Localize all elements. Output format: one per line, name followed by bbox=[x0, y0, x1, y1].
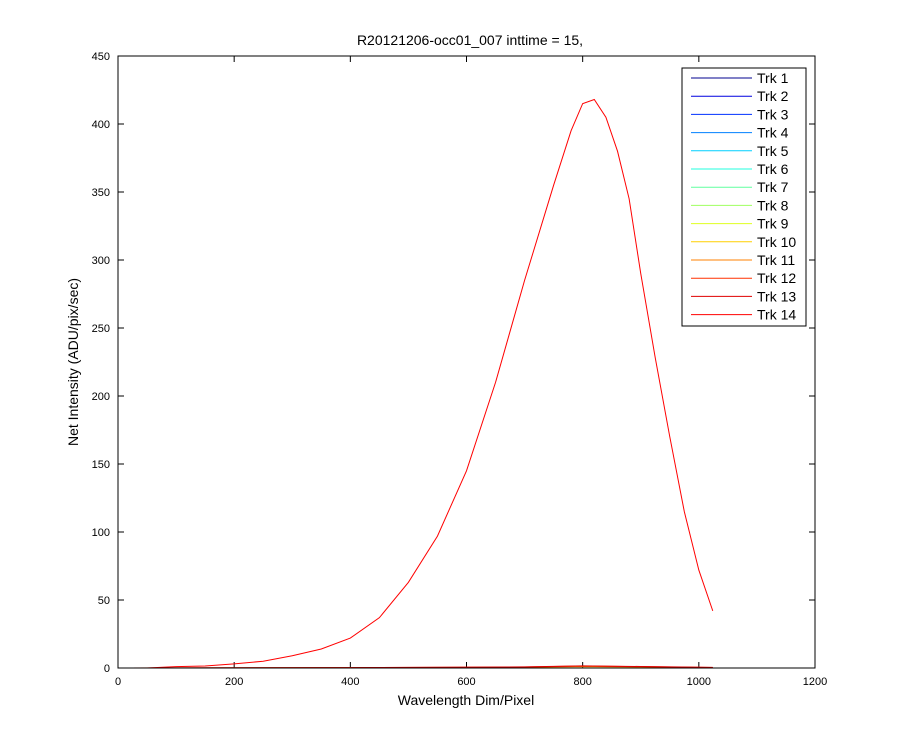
y-tick-label: 350 bbox=[92, 187, 110, 199]
y-tick-label: 250 bbox=[92, 323, 110, 335]
legend-label-trk-12: Trk 12 bbox=[757, 270, 796, 286]
y-tick-label: 450 bbox=[92, 51, 110, 63]
x-tick-label: 1000 bbox=[687, 676, 711, 688]
legend-label-trk-2: Trk 2 bbox=[757, 88, 789, 104]
legend-label-trk-6: Trk 6 bbox=[757, 161, 789, 177]
y-tick-label: 100 bbox=[92, 527, 110, 539]
x-tick-label: 0 bbox=[115, 676, 121, 688]
legend-label-trk-7: Trk 7 bbox=[757, 179, 789, 195]
series-line-trk-14 bbox=[118, 98, 714, 669]
chart-title: R20121206-occ01_007 inttime = 15, bbox=[357, 32, 583, 48]
legend-items: Trk 1 Trk 2 Trk 3 Trk 4 Trk 5 Trk 6 Trk 7 Trk 8… bbox=[691, 70, 796, 323]
y-tick-label: 50 bbox=[98, 595, 110, 607]
x-axis-label: Wavelength Dim/Pixel bbox=[398, 692, 534, 708]
legend-label-trk-14: Trk 14 bbox=[757, 307, 796, 323]
y-tick-label: 0 bbox=[104, 663, 110, 675]
legend-label-trk-5: Trk 5 bbox=[757, 143, 789, 159]
x-tick-label: 800 bbox=[573, 676, 591, 688]
y-axis-ticks: 0 50 100 150 200 250 300 350 400 450 bbox=[92, 51, 815, 675]
legend-label-trk-8: Trk 8 bbox=[757, 197, 789, 213]
y-tick-label: 150 bbox=[92, 459, 110, 471]
legend-label-trk-4: Trk 4 bbox=[757, 125, 789, 141]
x-tick-label: 200 bbox=[225, 676, 243, 688]
legend-label-trk-11: Trk 11 bbox=[757, 252, 795, 268]
legend: Trk 1 Trk 2 Trk 3 Trk 4 Trk 5 Trk 6 Trk 7 Trk 8… bbox=[681, 67, 807, 327]
legend-label-trk-1: Trk 1 bbox=[757, 70, 789, 86]
legend-label-trk-10: Trk 10 bbox=[757, 234, 796, 250]
y-tick-label: 300 bbox=[92, 255, 110, 267]
y-axis-label: Net Intensity (ADU/pix/sec) bbox=[65, 278, 81, 446]
x-tick-label: 400 bbox=[341, 676, 359, 688]
legend-label-trk-13: Trk 13 bbox=[757, 288, 796, 304]
x-axis-ticks: 0 200 400 600 800 1000 1200 bbox=[115, 56, 827, 688]
legend-label-trk-3: Trk 3 bbox=[757, 106, 789, 122]
y-tick-label: 400 bbox=[92, 119, 110, 131]
x-tick-label: 600 bbox=[457, 676, 475, 688]
x-tick-label: 1200 bbox=[803, 676, 827, 688]
plot-frame bbox=[117, 55, 816, 669]
legend-box bbox=[681, 67, 807, 327]
legend-label-trk-9: Trk 9 bbox=[757, 216, 789, 232]
y-tick-label: 200 bbox=[92, 391, 110, 403]
